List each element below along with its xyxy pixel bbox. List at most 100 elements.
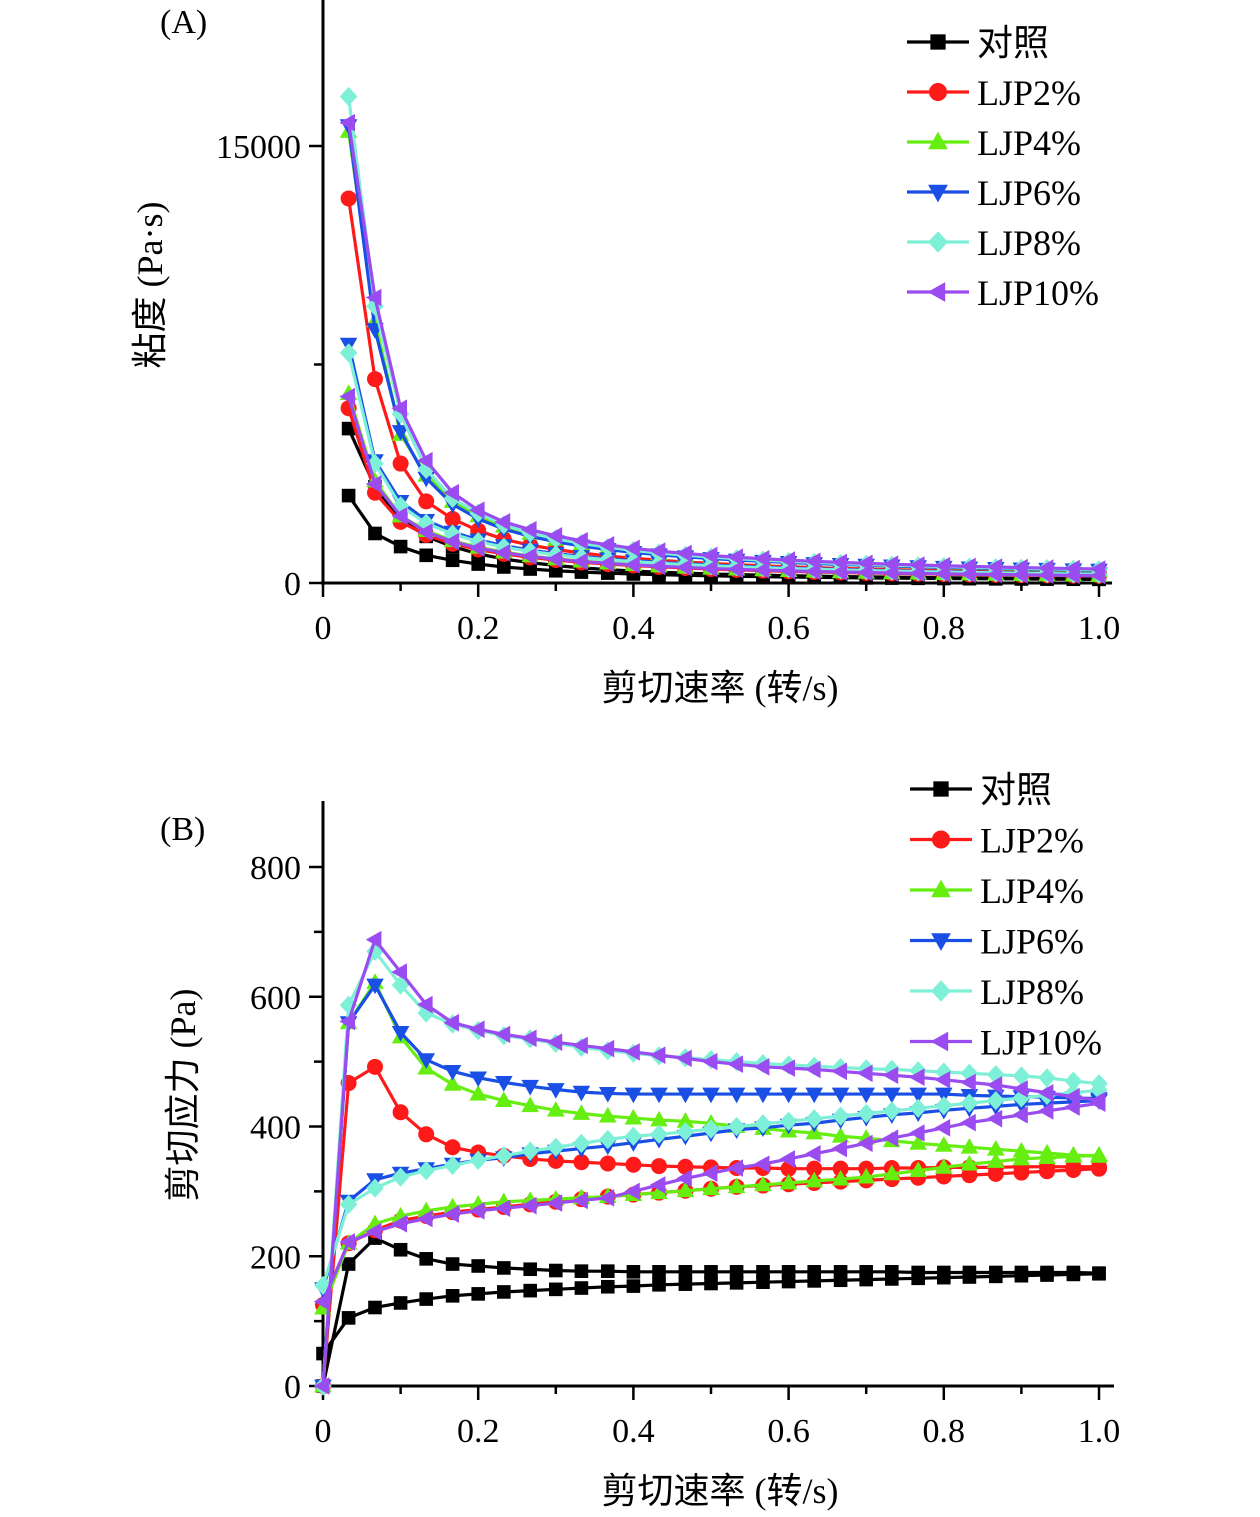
data-point [702,1119,720,1139]
data-point [471,1259,485,1273]
data-point [547,1083,565,1099]
legend-marker [931,933,951,951]
data-point [676,558,692,577]
data-point [341,421,356,436]
legend-item: 对照 [910,770,1052,810]
legend-item: LJP10% [910,1023,1102,1063]
data-point [549,1263,563,1278]
x-axis-label-b: 剪切速率 (转/s) [602,1471,839,1511]
data-point [520,1196,537,1215]
data-point [392,1104,409,1121]
data-point [1092,1266,1106,1281]
legend-item: LJP10% [907,273,1099,313]
data-point [520,520,537,539]
data-point [1064,1147,1083,1163]
data-point [937,1270,951,1285]
data-point [365,288,382,307]
data-point [753,549,770,568]
series-control [316,1231,1106,1393]
data-point [520,547,537,566]
data-point [419,548,434,563]
data-point [624,1043,640,1061]
data-point [572,531,588,550]
viscosity-plot: 0 0.2 0.4 0.6 0.8 1.0 0 15000 [216,0,1120,647]
data-point [831,1127,850,1143]
data-point [986,1109,1003,1128]
data-point [754,1175,772,1192]
data-point [521,1141,539,1161]
data-point [469,539,485,557]
y-tick-label: 15000 [216,129,301,166]
legend-label: LJP4% [977,123,1081,163]
data-point [805,1087,824,1104]
legend-marker [933,781,949,797]
data-point [368,526,382,541]
y-axis-label-a: 粘度 (Pa·s) [130,202,170,369]
data-point [546,1033,563,1051]
data-point [624,1087,643,1104]
data-point [676,1112,695,1128]
data-point [805,1144,821,1163]
legend-item: LJP2% [910,821,1084,861]
data-point [626,1279,641,1293]
x-tick-label: 0 [315,1413,332,1450]
data-point [444,1139,461,1156]
data-point [598,536,615,554]
data-point [497,560,511,574]
data-point [549,1282,563,1297]
data-point [443,532,459,551]
data-point [676,1087,695,1104]
data-point [624,1108,643,1125]
data-point [598,1039,615,1058]
data-point [831,1106,850,1126]
legend-item: LJP4% [910,871,1084,911]
data-point [756,1275,770,1289]
data-point [962,1270,977,1284]
data-point [339,387,356,406]
data-point [341,488,356,503]
data-point [365,475,382,493]
data-point [391,399,407,417]
data-point [598,554,615,573]
data-point [986,1140,1005,1156]
data-point [418,493,435,510]
legend-label: LJP10% [980,1023,1102,1063]
data-point [935,1136,953,1152]
legend-item: LJP6% [907,173,1081,213]
data-point [469,1020,485,1038]
data-point [650,1183,668,1200]
data-point [779,561,795,580]
x-tick-label: 0.8 [923,1413,966,1450]
data-point [523,1283,537,1298]
data-point [909,1134,927,1150]
legend-a: 对照 LJP2% LJP4% LJP6% LJP8% LJP10% [907,23,1099,313]
data-point [831,1139,847,1158]
data-point [960,1093,979,1113]
data-point [960,1138,979,1154]
data-point [469,1084,487,1101]
legend-marker [927,282,946,302]
data-point [1091,1160,1107,1177]
data-point [339,1233,356,1251]
data-point [986,1090,1005,1111]
x-axis-label-a: 剪切速率 (转/s) [602,668,839,708]
data-point [883,1164,901,1181]
data-point [366,371,383,388]
legend-label: LJP6% [980,922,1084,962]
y-tick-label: 800 [250,850,301,887]
legend-label: LJP10% [977,273,1099,313]
data-point [445,1289,460,1303]
y-tick-label: 400 [250,1110,301,1147]
data-point [391,1026,410,1042]
data-point [1014,1268,1029,1283]
legend-b: 对照 LJP2% LJP4% LJP6% LJP8% LJP10% [910,770,1102,1063]
data-point [883,1101,901,1121]
data-point [911,1271,925,1286]
data-point [469,1202,485,1220]
legend-item: LJP8% [910,972,1084,1012]
data-point [313,1377,330,1395]
y-tick-label: 0 [284,1369,301,1406]
data-point [573,1154,590,1171]
data-point [909,1061,927,1081]
data-point [727,1055,744,1074]
